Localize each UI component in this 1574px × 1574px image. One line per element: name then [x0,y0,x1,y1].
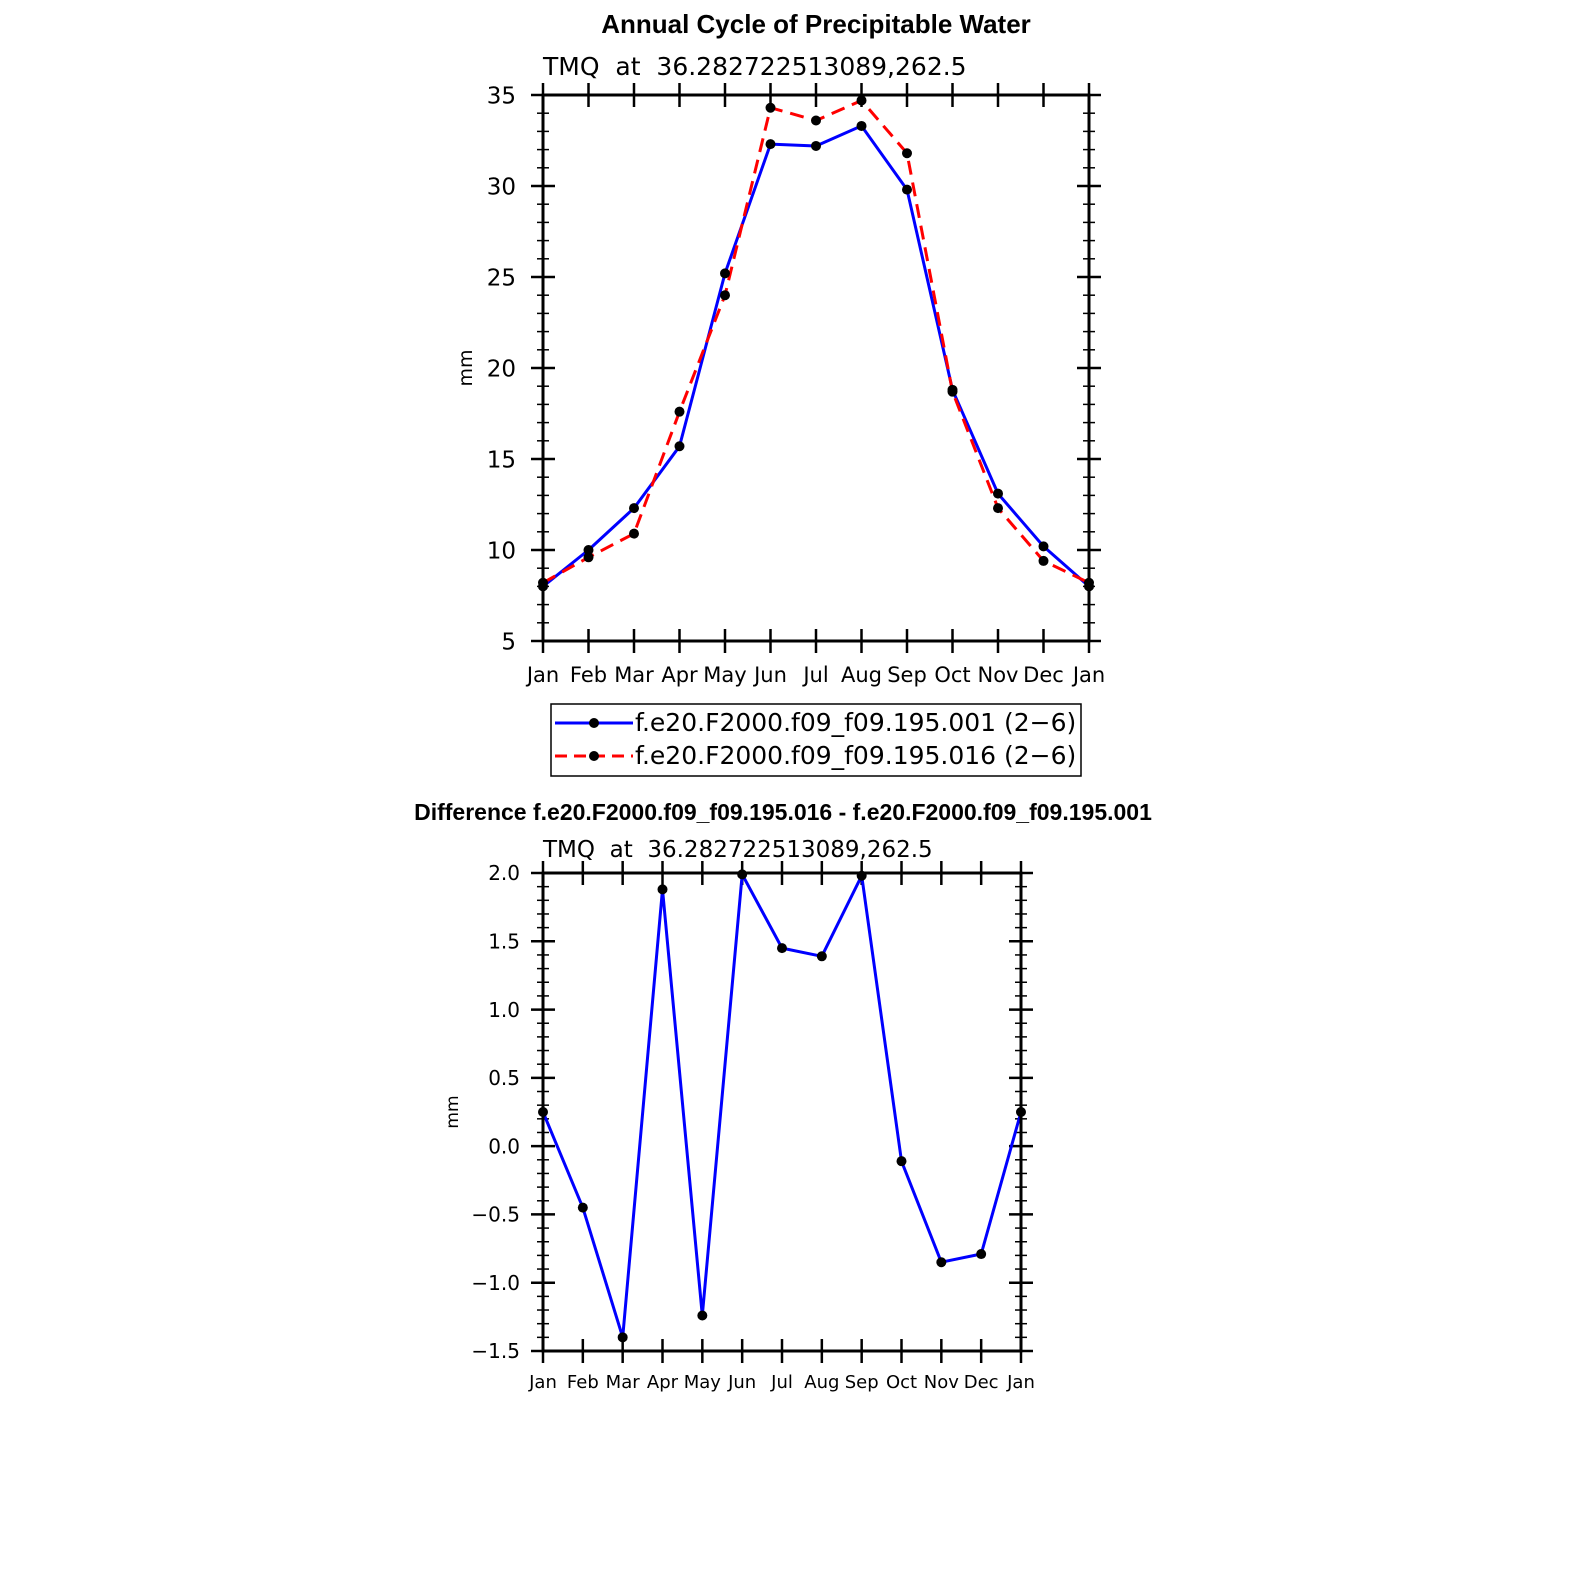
y-tick-label: 25 [487,265,516,291]
x-tick-label: Oct [886,1372,917,1393]
x-tick-label: Sep [887,663,927,687]
data-point-series-1 [777,943,787,954]
y-tick-labels: 5 10 15 20 25 30 35 [487,83,516,655]
chart-title: Difference f.e20.F2000.f09_f09.195.016 -… [414,799,1152,825]
data-point-series-2 [1038,555,1049,566]
x-tick-label: Jul [770,1372,793,1393]
x-tick-label: Mar [614,663,654,687]
data-point-series-1 [936,1257,947,1268]
data-point-series-1 [577,1202,588,1213]
y-tick-label: 1.5 [488,929,520,953]
x-tick-label: Jan [1006,1372,1035,1393]
plot-frame [541,93,1091,643]
x-tick-label: May [703,663,746,687]
y-tick-label: 10 [487,538,516,564]
x-tick-labels: Jan Feb Mar Apr May Jun Jul Aug Sep Oct Nov Dec Jan [525,663,1105,687]
x-tick-label: Nov [924,1372,959,1393]
y-tick-label: 5 [501,629,516,655]
data-point-series-1 [976,1249,987,1260]
legend: f.e20.F2000.f09_f09.195.001 (2−6) f.e20.… [550,703,1082,777]
data-point-series-1 [902,184,912,195]
y-tick-label: 35 [487,83,516,109]
y-axis-label: mm [455,349,477,386]
data-point-series-1 [674,441,685,452]
x-tick-label: Apr [661,663,698,687]
data-point-series-1 [617,1332,628,1343]
plot-frame [541,871,1023,1353]
plot-ticks [531,83,1101,653]
x-tick-label: Feb [570,663,607,687]
legend-marker-blue [589,718,599,728]
x-tick-label: Apr [647,1372,679,1393]
x-tick-label: Dec [964,1372,999,1393]
difference-chart: Difference f.e20.F2000.f09_f09.195.016 -… [414,799,1152,1393]
x-tick-label: Dec [1023,663,1064,687]
data-point-series-2 [583,552,594,563]
x-tick-labels: Jan Feb Mar Apr May Jun Jul Aug Sep Oct Nov Dec Jan [528,1372,1035,1393]
y-tick-label: 20 [487,356,516,382]
chart-subtitle: TMQ at 36.282722513089,262.5 [542,837,933,863]
x-tick-label: Aug [841,663,882,687]
x-tick-label: Jul [801,663,828,687]
chart-subtitle: TMQ at 36.282722513089,262.5 [542,52,967,81]
y-tick-label: 2.0 [488,861,520,885]
x-tick-label: Sep [845,1372,879,1393]
data-point-series-1 [896,1156,907,1167]
data-point-series-2 [856,95,867,106]
data-point-series-1 [583,545,594,555]
x-tick-label: Oct [934,663,970,687]
data-point-series-1 [993,488,1003,499]
data-point-series-1 [856,120,867,131]
legend-box [550,703,1082,777]
y-tick-label: 15 [487,447,516,473]
x-tick-label: Jun [752,663,787,687]
legend-marker-red [589,751,599,761]
data-point-series-1 [816,951,827,962]
y-tick-label: −0.5 [471,1203,520,1227]
y-tick-label: 0.5 [488,1066,520,1090]
data-point-series-2 [993,503,1003,514]
y-tick-labels: −1.5 −1.0 −0.5 0.0 0.5 1.0 1.5 2.0 [471,861,520,1363]
series-group [538,95,1094,592]
data-point-series-1 [629,503,639,514]
data-point-series-1 [1038,541,1049,552]
y-axis-label: mm [443,1095,463,1128]
series-line-1 [542,124,1090,588]
data-point-series-2 [674,406,685,417]
y-tick-label: 0.0 [488,1134,520,1158]
data-point-series-2 [947,386,958,397]
data-point-series-2 [720,290,730,301]
x-tick-label: Jan [528,1372,557,1393]
y-tick-label: −1.5 [471,1339,520,1363]
series-group [538,869,1026,1343]
x-tick-label: Nov [978,663,1019,687]
legend-label-series-2: f.e20.F2000.f09_f09.195.016 (2−6) [635,741,1076,770]
data-point-series-2 [902,148,912,159]
data-point-series-2 [765,102,776,113]
legend-label-series-1: f.e20.F2000.f09_f09.195.001 (2−6) [635,708,1076,737]
x-tick-label: Jan [525,663,559,687]
chart-title: Annual Cycle of Precipitable Water [601,9,1031,39]
x-tick-label: Jun [727,1372,756,1393]
data-point-series-1 [720,268,730,279]
x-tick-label: Mar [606,1372,641,1393]
y-tick-label: −1.0 [471,1271,520,1295]
x-tick-label: Feb [567,1372,599,1393]
y-tick-label: 1.0 [488,998,520,1022]
x-tick-label: May [684,1372,722,1393]
data-point-series-1 [811,140,821,151]
x-tick-label: Aug [804,1372,839,1393]
data-point-series-2 [629,528,639,539]
data-point-series-1 [657,884,668,895]
data-point-series-2 [811,115,821,126]
annual-cycle-chart: Annual Cycle of Precipitable Water TMQ a… [455,9,1105,777]
y-tick-label: 30 [487,174,516,200]
x-tick-label: Jan [1071,663,1105,687]
series-line-2 [542,99,1090,585]
data-point-series-1 [697,1310,708,1321]
data-point-series-1 [765,139,776,150]
